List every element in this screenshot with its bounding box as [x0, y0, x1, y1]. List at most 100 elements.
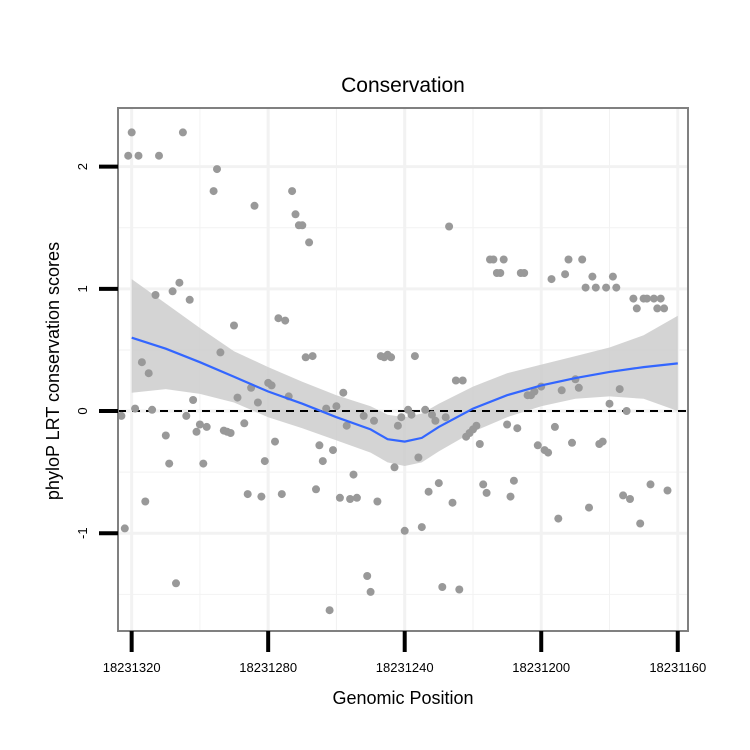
data-point: [451, 376, 460, 385]
data-point: [585, 503, 593, 512]
data-point: [513, 424, 522, 433]
data-point: [182, 411, 191, 420]
data-point: [363, 572, 372, 580]
chart-title: Conservation: [341, 74, 465, 97]
data-point: [124, 151, 133, 160]
data-point: [649, 294, 658, 303]
smooth-line: [131, 336, 678, 443]
data-point: [663, 486, 672, 495]
data-point: [318, 457, 327, 466]
data-point: [506, 492, 515, 501]
data-point: [660, 304, 669, 313]
data-point: [598, 437, 607, 446]
data-point: [393, 421, 402, 430]
data-point: [636, 519, 645, 528]
data-point: [346, 495, 355, 503]
data-point: [441, 413, 450, 422]
data-point: [550, 422, 559, 431]
data-point: [342, 421, 351, 430]
data-point: [291, 210, 300, 219]
data-point: [267, 381, 276, 390]
data-point: [298, 221, 307, 230]
data-point: [407, 410, 416, 419]
data-point: [622, 407, 631, 415]
y-tick-label: 0: [75, 407, 90, 414]
y-tick-label: 2: [75, 163, 90, 170]
data-point: [410, 352, 419, 361]
data-point: [195, 420, 204, 429]
data-point: [168, 287, 177, 296]
data-point: [352, 493, 361, 502]
data-point: [209, 187, 218, 196]
data-point: [438, 583, 447, 591]
data-point: [141, 497, 150, 506]
x-tick-label: 18231160: [649, 660, 706, 675]
data-point: [608, 272, 617, 281]
data-point: [496, 269, 505, 277]
data-point: [605, 399, 614, 408]
data-point: [448, 498, 457, 507]
data-point: [185, 295, 194, 304]
data-point: [117, 411, 126, 420]
data-point: [189, 396, 198, 404]
data-point: [643, 294, 651, 303]
data-point: [397, 413, 406, 422]
data-point: [308, 352, 317, 361]
data-point: [127, 128, 136, 137]
data-point: [230, 321, 238, 330]
data-point: [134, 151, 143, 160]
data-point: [445, 222, 454, 231]
data-point: [257, 492, 266, 501]
data-point: [544, 448, 553, 457]
data-point: [366, 587, 375, 596]
data-point: [530, 387, 539, 396]
data-point: [619, 491, 628, 500]
data-point: [482, 488, 491, 497]
data-point: [199, 459, 208, 468]
data-point: [213, 165, 221, 174]
data-point: [533, 441, 542, 450]
data-point: [335, 493, 344, 502]
data-point: [349, 470, 358, 479]
data-point: [434, 479, 443, 488]
data-point: [520, 269, 529, 277]
data-point: [148, 405, 157, 414]
data-point: [277, 490, 286, 499]
data-point: [421, 405, 430, 414]
data-point: [632, 304, 641, 313]
data-point: [151, 291, 160, 299]
data-point: [312, 485, 320, 494]
data-point: [370, 416, 378, 425]
data-point: [475, 440, 484, 448]
data-point: [390, 463, 399, 472]
data-point: [325, 606, 334, 615]
x-axis: 18231320 18231280 18231240 18231200 18231160: [103, 631, 706, 675]
data-point: [656, 294, 665, 303]
data-point: [233, 393, 242, 402]
data-point: [554, 514, 563, 523]
data-point: [178, 128, 187, 137]
data-point: [602, 283, 611, 292]
y-axis: -1 0 1 2: [75, 163, 118, 539]
data-point: [509, 476, 518, 485]
data-point: [503, 420, 512, 429]
data-point: [499, 255, 508, 264]
data-point: [288, 187, 297, 196]
data-point: [144, 369, 153, 378]
data-point: [175, 278, 184, 287]
data-point: [240, 419, 249, 428]
data-point: [568, 438, 576, 447]
x-tick-label: 18231200: [512, 660, 570, 675]
data-point: [165, 459, 174, 468]
data-point: [250, 201, 259, 210]
data-point: [629, 294, 638, 303]
data-point: [557, 386, 566, 395]
data-point: [458, 376, 467, 385]
confidence-band-layer: [131, 279, 678, 466]
data-point: [137, 358, 146, 367]
data-point: [274, 314, 283, 323]
data-point: [653, 304, 662, 313]
y-axis-title: phyloP LRT conservation scores: [43, 242, 63, 500]
data-point: [155, 151, 163, 160]
